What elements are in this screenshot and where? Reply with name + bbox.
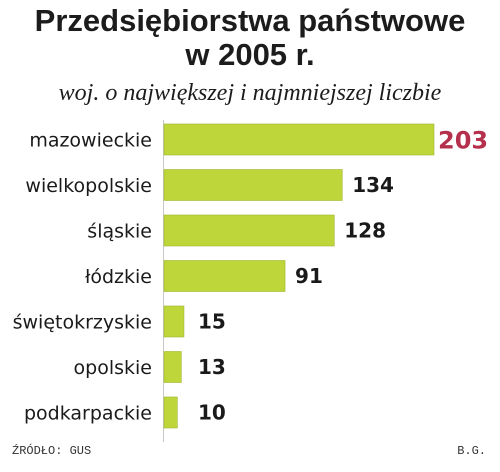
author-credit: B.G. [457,444,486,458]
bar [163,260,286,292]
value-label: 203 [438,127,488,155]
bar [163,123,435,156]
category-label: mazowieckie [29,130,152,152]
bar [163,214,335,247]
bar [163,396,178,429]
category-label: śląskie [87,221,152,243]
value-label: 13 [198,355,226,379]
chart-title-line-2: w 2005 r. [185,37,315,72]
category-label: opolskie [74,357,152,379]
value-label: 128 [344,219,386,243]
bar-chart: mazowieckie 203 wielkopolskie 134 śląskie 128… [13,120,488,442]
value-label: 15 [198,310,226,334]
category-label: podkarpackie [24,403,152,425]
value-label: 91 [295,264,323,288]
chart-title-line-1: Przedsiębiorstwa państwowe [34,3,466,38]
value-label: 10 [198,401,226,425]
source-note: ŹRÓDŁO: GUS [12,444,92,458]
category-label: wielkopolskie [25,175,152,197]
bar [163,169,343,201]
category-label: łódzkie [85,266,152,288]
category-label: świętokrzyskie [13,312,152,334]
value-label: 134 [352,173,394,197]
bar [163,351,182,383]
chart-subtitle: woj. o największej i najmniejszej liczbi… [58,80,442,106]
bar [163,305,185,338]
